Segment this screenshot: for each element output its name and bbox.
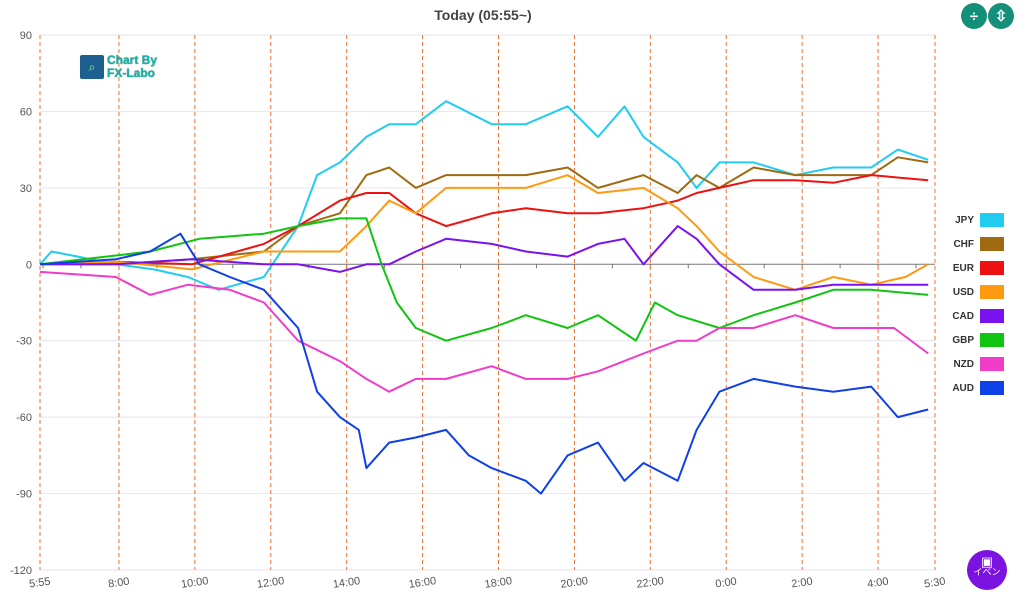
expand-vertical-icon: ⇳	[994, 8, 1008, 25]
legend-swatch	[980, 261, 1004, 275]
series-line-cad	[40, 225, 929, 291]
logo: ⌕ Chart By FX-Labo	[80, 54, 157, 80]
expand-vertical-button[interactable]: ⇳	[988, 3, 1014, 29]
legend-label: AUD	[952, 382, 974, 394]
y-tick-label: 90	[20, 30, 32, 42]
legend-label: EUR	[952, 262, 974, 274]
legend-label: USD	[952, 286, 974, 298]
x-tick-label: 12:00	[256, 575, 285, 591]
legend-swatch	[980, 237, 1004, 251]
x-tick-label: 5:30	[923, 576, 946, 591]
legend-label: NZD	[953, 358, 974, 370]
legend-item-chf[interactable]: CHF	[940, 232, 1004, 256]
legend-item-nzd[interactable]: NZD	[940, 352, 1004, 376]
x-tick-label: 5:55	[28, 576, 51, 591]
calendar-icon: ▣	[980, 554, 994, 569]
legend-label: JPY	[955, 214, 974, 226]
x-tick-label: 0:00	[715, 576, 738, 591]
x-tick-label: 22:00	[636, 575, 665, 591]
legend-swatch	[980, 309, 1004, 323]
legend-item-eur[interactable]: EUR	[940, 256, 1004, 280]
legend-label: CHF	[953, 238, 974, 250]
y-tick-label: -120	[10, 565, 32, 577]
y-tick-label: 30	[20, 183, 32, 195]
x-tick-label: 16:00	[408, 575, 437, 591]
legend-item-aud[interactable]: AUD	[940, 376, 1004, 400]
y-tick-label: -30	[16, 336, 32, 348]
series-line-aud	[39, 232, 929, 495]
x-tick-label: 14:00	[332, 575, 361, 591]
legend-item-cad[interactable]: CAD	[940, 304, 1004, 328]
y-tick-label: 60	[20, 106, 32, 118]
event-label: イベン	[973, 567, 1001, 577]
series-line-gbp	[39, 217, 929, 342]
y-tick-label: -90	[16, 489, 32, 501]
compress-vertical-icon: ÷	[969, 7, 979, 25]
series-line-chf	[40, 156, 929, 266]
legend-label: GBP	[952, 334, 974, 346]
series-line-usd	[39, 174, 929, 291]
x-tick-label: 2:00	[791, 576, 814, 591]
legend-item-usd[interactable]: USD	[940, 280, 1004, 304]
legend-swatch	[980, 381, 1004, 395]
legend: JPY CHF EUR USD CAD GBP NZD AUD	[940, 208, 1004, 400]
legend-swatch	[980, 285, 1004, 299]
legend-swatch	[980, 357, 1004, 371]
logo-line1: Chart By	[107, 53, 158, 67]
series-line-nzd	[39, 270, 929, 393]
magnifier-chart-icon: ⌕	[80, 55, 104, 79]
x-tick-label: 10:00	[180, 575, 209, 591]
logo-line2: FX-Labo	[107, 66, 155, 80]
legend-item-gbp[interactable]: GBP	[940, 328, 1004, 352]
series-line-eur	[39, 174, 929, 266]
series-line-jpy	[39, 100, 929, 291]
x-tick-label: 18:00	[484, 575, 513, 591]
y-tick-label: 0	[26, 259, 32, 271]
compress-vertical-button[interactable]: ÷	[961, 3, 987, 29]
y-tick-label: -60	[16, 412, 32, 424]
x-tick-label: 20:00	[560, 575, 589, 591]
legend-label: CAD	[952, 310, 974, 322]
legend-swatch	[980, 333, 1004, 347]
chart-title: Today (05:55~)	[434, 7, 532, 23]
legend-item-jpy[interactable]: JPY	[940, 208, 1004, 232]
x-tick-label: 8:00	[107, 576, 130, 591]
x-tick-label: 4:00	[866, 576, 889, 591]
event-button[interactable]: ▣ イベン	[967, 550, 1007, 590]
legend-swatch	[980, 213, 1004, 227]
